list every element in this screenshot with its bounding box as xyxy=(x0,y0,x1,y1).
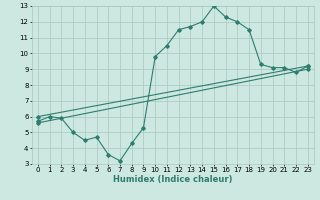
X-axis label: Humidex (Indice chaleur): Humidex (Indice chaleur) xyxy=(113,175,233,184)
